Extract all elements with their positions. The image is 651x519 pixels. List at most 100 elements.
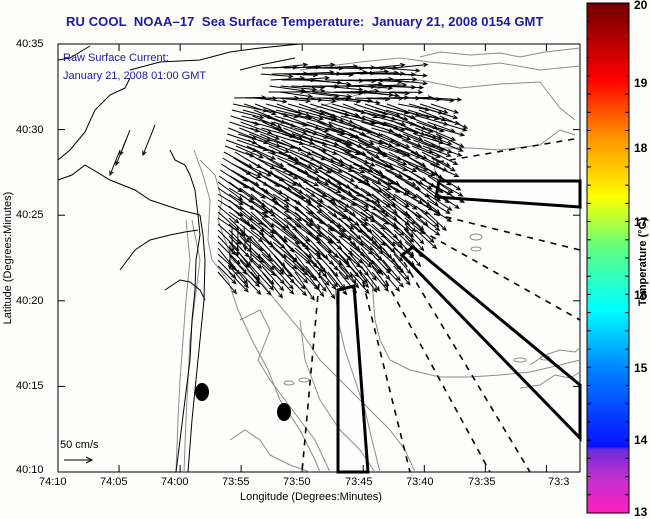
current-vector bbox=[350, 175, 383, 193]
current-vector bbox=[316, 271, 336, 300]
current-vector bbox=[415, 217, 441, 236]
current-vector bbox=[314, 79, 352, 87]
current-vector bbox=[228, 265, 249, 289]
current-vector bbox=[217, 205, 240, 224]
current-vector bbox=[305, 265, 327, 293]
current-vector bbox=[217, 271, 238, 295]
current-vector bbox=[393, 265, 411, 286]
current-vector bbox=[232, 163, 262, 179]
current-vector bbox=[338, 253, 360, 278]
current-vector bbox=[239, 241, 265, 264]
current-vector bbox=[430, 163, 460, 177]
x-tick-label: 74:00 bbox=[161, 476, 189, 488]
current-vector bbox=[250, 181, 277, 201]
current-vector bbox=[426, 205, 453, 222]
current-vector bbox=[432, 97, 463, 102]
current-vector bbox=[320, 163, 356, 182]
current-vector bbox=[243, 163, 272, 177]
scale-arrow bbox=[64, 456, 94, 464]
current-vector bbox=[316, 265, 337, 290]
current-vector bbox=[338, 127, 375, 145]
current-vector bbox=[109, 149, 121, 177]
current-vector bbox=[438, 121, 468, 132]
current-vector bbox=[115, 139, 127, 167]
current-vector bbox=[324, 85, 364, 92]
current-vector bbox=[404, 247, 422, 268]
current-vector bbox=[235, 145, 265, 159]
current-vector bbox=[342, 163, 370, 183]
current-vector bbox=[360, 259, 377, 282]
current-vector bbox=[371, 265, 389, 288]
current-vector bbox=[360, 265, 381, 292]
current-vector bbox=[393, 193, 418, 210]
current-vector bbox=[371, 229, 396, 254]
current-vector bbox=[235, 231, 240, 258]
current-vector bbox=[240, 121, 273, 135]
colorbar-title: Temperature (°C) bbox=[637, 217, 649, 307]
x-tick-label: 74:05 bbox=[100, 476, 128, 488]
current-vector bbox=[288, 157, 320, 173]
current-vector bbox=[426, 127, 457, 141]
current-vector bbox=[426, 199, 451, 215]
current-vector bbox=[427, 175, 454, 194]
current-vector bbox=[230, 115, 260, 126]
current-vector bbox=[272, 199, 303, 222]
current-vector bbox=[437, 127, 466, 137]
station-marker bbox=[277, 403, 291, 421]
y-tick-label: 40:20 bbox=[16, 295, 44, 307]
current-vector bbox=[371, 181, 397, 201]
current-vector bbox=[371, 271, 389, 292]
current-vector bbox=[306, 175, 342, 194]
current-vector bbox=[217, 265, 237, 285]
current-vector bbox=[217, 187, 244, 206]
current-vector bbox=[382, 271, 401, 292]
current-vector bbox=[231, 109, 265, 119]
current-vector bbox=[252, 115, 283, 129]
current-vector bbox=[349, 271, 370, 295]
current-vector bbox=[142, 124, 156, 157]
current-vector bbox=[437, 181, 464, 197]
current-vector bbox=[344, 151, 376, 167]
current-vector bbox=[217, 259, 237, 279]
radar-coverage-dashed-lines bbox=[301, 137, 581, 473]
bathymetry-contours bbox=[175, 47, 581, 473]
current-vector bbox=[327, 265, 346, 290]
colorbar-tick-label: 17 bbox=[634, 215, 648, 229]
current-vector bbox=[382, 187, 410, 208]
current-vector bbox=[279, 91, 314, 99]
current-vector bbox=[387, 157, 418, 173]
current-vector bbox=[393, 62, 429, 69]
x-tick-label: 73:55 bbox=[222, 476, 250, 488]
current-vector bbox=[360, 253, 382, 275]
current-vector bbox=[393, 253, 412, 275]
current-vector bbox=[283, 241, 311, 265]
current-vector bbox=[283, 265, 306, 290]
current-vector bbox=[367, 91, 400, 98]
current-vector bbox=[422, 145, 452, 157]
current-vector bbox=[261, 187, 290, 208]
colorbar-tick-label: 13 bbox=[634, 505, 648, 519]
current-vector bbox=[250, 265, 275, 291]
x-tick-label: 73:50 bbox=[283, 476, 311, 488]
current-vector bbox=[382, 127, 412, 141]
current-vector bbox=[404, 229, 425, 252]
current-vector bbox=[415, 199, 441, 216]
current-vector bbox=[408, 163, 436, 176]
annotation-line-1: Raw Surface Current: bbox=[63, 52, 169, 64]
current-vector bbox=[380, 133, 411, 148]
current-vector bbox=[261, 271, 284, 299]
current-vector bbox=[280, 85, 318, 92]
current-vector bbox=[404, 223, 425, 245]
current-vector bbox=[400, 145, 428, 160]
current-vector bbox=[429, 109, 459, 120]
current-vector bbox=[349, 199, 375, 219]
current-vector bbox=[390, 85, 425, 90]
current-vector bbox=[239, 265, 260, 288]
x-tick-label: 73:45 bbox=[345, 476, 373, 488]
current-vector bbox=[217, 211, 240, 232]
colorbar-tick-label: 16 bbox=[634, 288, 648, 302]
current-vector bbox=[391, 79, 429, 86]
current-vector bbox=[311, 151, 345, 167]
current-vector bbox=[360, 271, 378, 293]
current-vector bbox=[250, 271, 272, 296]
